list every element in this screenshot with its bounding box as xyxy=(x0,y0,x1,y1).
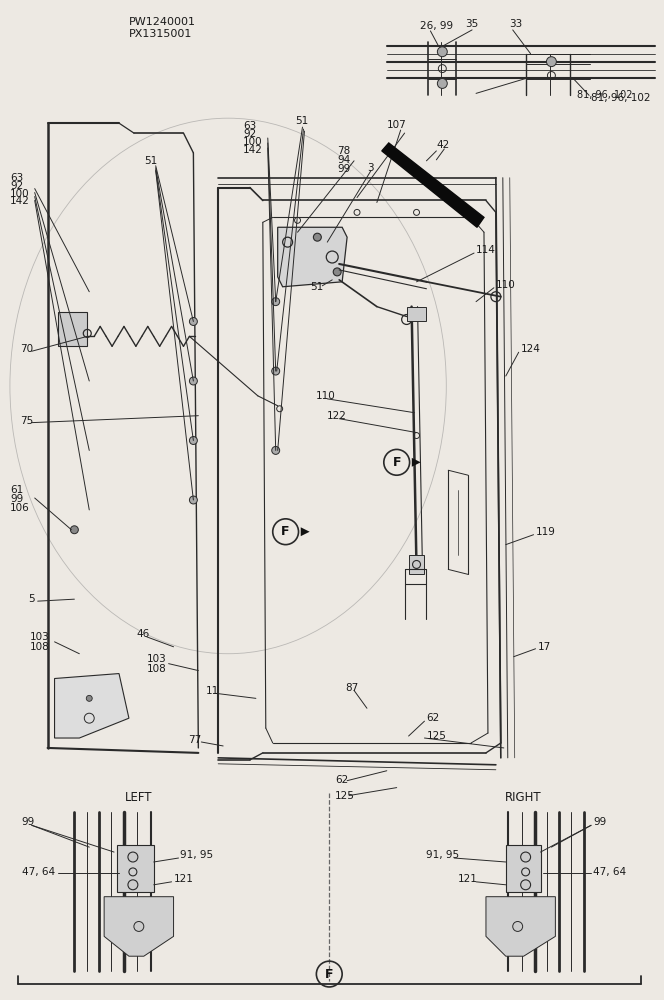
Circle shape xyxy=(546,57,556,67)
Text: 78: 78 xyxy=(337,146,351,156)
Text: 26, 99: 26, 99 xyxy=(420,21,453,31)
Text: 51: 51 xyxy=(310,282,323,292)
Text: 106: 106 xyxy=(10,503,30,513)
Text: PW1240001: PW1240001 xyxy=(129,17,196,27)
Circle shape xyxy=(513,921,523,931)
Text: 62: 62 xyxy=(335,775,349,785)
Text: 124: 124 xyxy=(521,344,540,354)
Text: 62: 62 xyxy=(426,713,440,723)
Text: 119: 119 xyxy=(536,527,555,537)
Text: 51: 51 xyxy=(144,156,157,166)
Text: 142: 142 xyxy=(10,196,30,206)
Text: 94: 94 xyxy=(337,155,351,165)
Text: 70: 70 xyxy=(20,344,33,354)
Text: 110: 110 xyxy=(496,280,516,290)
Text: 125: 125 xyxy=(426,731,446,741)
Text: 125: 125 xyxy=(335,791,355,801)
Text: 99: 99 xyxy=(593,817,606,827)
Circle shape xyxy=(521,880,531,890)
Circle shape xyxy=(189,318,197,325)
Text: 3: 3 xyxy=(367,163,374,173)
Polygon shape xyxy=(58,312,87,346)
Text: 110: 110 xyxy=(315,391,335,401)
Circle shape xyxy=(189,377,197,385)
Circle shape xyxy=(128,852,138,862)
Polygon shape xyxy=(506,845,542,892)
Text: 17: 17 xyxy=(538,642,550,652)
Text: 91, 95: 91, 95 xyxy=(181,850,214,860)
Circle shape xyxy=(189,496,197,504)
Circle shape xyxy=(438,47,448,57)
Circle shape xyxy=(128,880,138,890)
Text: 142: 142 xyxy=(243,145,263,155)
Text: 107: 107 xyxy=(387,120,406,130)
Circle shape xyxy=(521,852,531,862)
Text: 35: 35 xyxy=(465,19,479,29)
Circle shape xyxy=(134,921,144,931)
Polygon shape xyxy=(278,227,347,287)
Text: 61: 61 xyxy=(10,485,23,495)
Circle shape xyxy=(272,367,280,375)
Text: 99: 99 xyxy=(22,817,35,827)
Text: 91, 95: 91, 95 xyxy=(426,850,459,860)
Text: 47, 64: 47, 64 xyxy=(22,867,55,877)
Polygon shape xyxy=(408,555,424,574)
Text: 100: 100 xyxy=(243,137,262,147)
Circle shape xyxy=(272,446,280,454)
Text: 99: 99 xyxy=(10,494,23,504)
Text: PX1315001: PX1315001 xyxy=(129,29,193,39)
Text: 63: 63 xyxy=(10,173,23,183)
Text: 42: 42 xyxy=(436,140,450,150)
Text: 81, 96, 102: 81, 96, 102 xyxy=(577,90,633,100)
Polygon shape xyxy=(486,897,555,956)
Text: 103: 103 xyxy=(30,632,50,642)
Text: 108: 108 xyxy=(30,642,50,652)
Text: 122: 122 xyxy=(327,411,347,421)
Text: 63: 63 xyxy=(243,121,256,131)
Text: 99: 99 xyxy=(337,164,351,174)
Polygon shape xyxy=(54,674,129,738)
Text: F: F xyxy=(392,456,401,469)
Text: 92: 92 xyxy=(10,181,23,191)
Text: LEFT: LEFT xyxy=(125,791,153,804)
Text: 121: 121 xyxy=(173,874,193,884)
Text: 46: 46 xyxy=(137,629,150,639)
Polygon shape xyxy=(104,897,173,956)
Text: F: F xyxy=(325,968,333,981)
Polygon shape xyxy=(117,845,154,892)
Circle shape xyxy=(86,695,92,701)
Text: 5: 5 xyxy=(28,594,35,604)
Text: 47, 64: 47, 64 xyxy=(593,867,626,877)
Text: 33: 33 xyxy=(509,19,523,29)
Text: F: F xyxy=(282,525,290,538)
Text: 108: 108 xyxy=(147,664,167,674)
Circle shape xyxy=(333,268,341,276)
Circle shape xyxy=(189,437,197,444)
Text: 75: 75 xyxy=(20,416,33,426)
Circle shape xyxy=(272,298,280,306)
Text: 77: 77 xyxy=(189,735,202,745)
Text: 92: 92 xyxy=(243,129,256,139)
Polygon shape xyxy=(382,143,484,227)
Text: 11: 11 xyxy=(207,686,220,696)
Text: 100: 100 xyxy=(10,189,29,199)
Circle shape xyxy=(313,233,321,241)
Polygon shape xyxy=(406,307,426,321)
Circle shape xyxy=(438,79,448,88)
Text: 103: 103 xyxy=(147,654,167,664)
Text: 81, 96, 102: 81, 96, 102 xyxy=(591,93,651,103)
Text: 121: 121 xyxy=(458,874,478,884)
Text: RIGHT: RIGHT xyxy=(505,791,542,804)
Text: 87: 87 xyxy=(345,683,359,693)
Text: 114: 114 xyxy=(476,245,496,255)
Text: 51: 51 xyxy=(295,116,309,126)
Circle shape xyxy=(70,526,78,534)
